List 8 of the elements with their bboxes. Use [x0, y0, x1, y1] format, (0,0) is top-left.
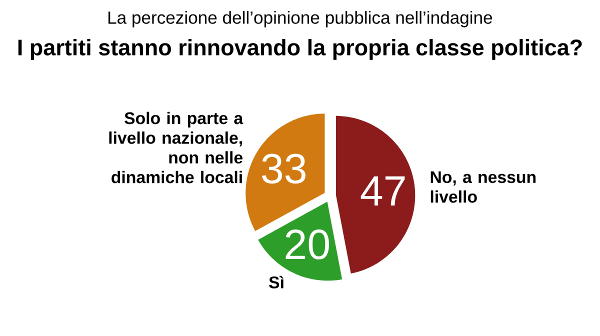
data-label: 33 [262, 154, 306, 184]
chart-title: I partiti stanno rinnovando la propria classe politica? [18, 38, 582, 60]
slice-label: Solo in parte a livello nazionale, non nelle dinamiche locali [109, 112, 244, 184]
data-label: 47 [360, 176, 405, 206]
chart-subtitle: La percezione dell’opinione pubblica nell’indagine [108, 10, 492, 28]
data-label: 20 [286, 230, 329, 260]
slice-label: No, a nessun livello [430, 171, 536, 203]
slice-label: Sì [269, 276, 284, 288]
